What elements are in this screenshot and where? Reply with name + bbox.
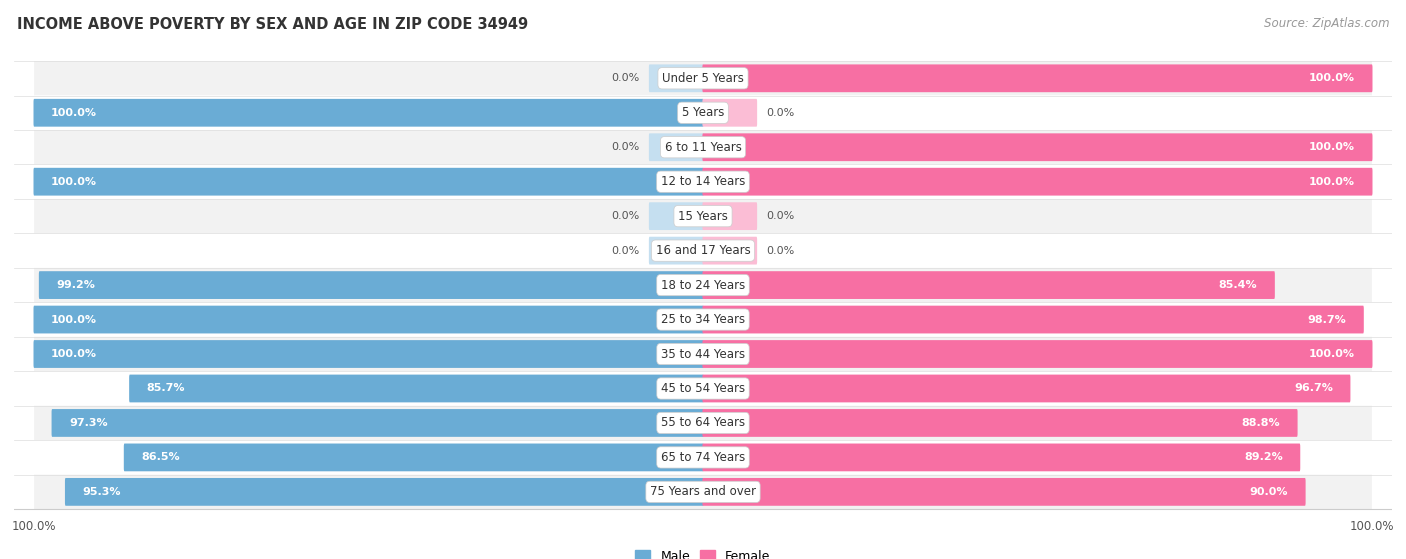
FancyBboxPatch shape [34, 234, 1372, 268]
Text: 16 and 17 Years: 16 and 17 Years [655, 244, 751, 257]
FancyBboxPatch shape [34, 371, 1372, 406]
Text: 25 to 34 Years: 25 to 34 Years [661, 313, 745, 326]
FancyBboxPatch shape [703, 478, 1306, 506]
Text: 100.0%: 100.0% [1309, 349, 1355, 359]
Text: 96.7%: 96.7% [1294, 383, 1333, 394]
Text: 55 to 64 Years: 55 to 64 Years [661, 416, 745, 429]
FancyBboxPatch shape [703, 340, 1372, 368]
FancyBboxPatch shape [703, 409, 1298, 437]
Text: 99.2%: 99.2% [56, 280, 96, 290]
FancyBboxPatch shape [703, 202, 758, 230]
FancyBboxPatch shape [648, 134, 703, 161]
FancyBboxPatch shape [39, 271, 703, 299]
Legend: Male, Female: Male, Female [630, 544, 776, 559]
Text: 12 to 14 Years: 12 to 14 Years [661, 175, 745, 188]
Text: 100.0%: 100.0% [51, 315, 97, 325]
Text: 88.8%: 88.8% [1241, 418, 1281, 428]
FancyBboxPatch shape [34, 268, 1372, 302]
Text: 0.0%: 0.0% [612, 211, 640, 221]
Text: 65 to 74 Years: 65 to 74 Years [661, 451, 745, 464]
FancyBboxPatch shape [34, 406, 1372, 440]
FancyBboxPatch shape [703, 64, 1372, 92]
FancyBboxPatch shape [648, 202, 703, 230]
FancyBboxPatch shape [34, 130, 1372, 164]
FancyBboxPatch shape [34, 164, 1372, 199]
FancyBboxPatch shape [648, 64, 703, 92]
FancyBboxPatch shape [124, 443, 703, 471]
FancyBboxPatch shape [34, 199, 1372, 234]
FancyBboxPatch shape [34, 475, 1372, 509]
Text: 35 to 44 Years: 35 to 44 Years [661, 348, 745, 361]
FancyBboxPatch shape [703, 134, 1372, 161]
Text: 100.0%: 100.0% [1309, 177, 1355, 187]
Text: 18 to 24 Years: 18 to 24 Years [661, 278, 745, 292]
FancyBboxPatch shape [65, 478, 703, 506]
Text: 100.0%: 100.0% [51, 177, 97, 187]
FancyBboxPatch shape [52, 409, 703, 437]
Text: 90.0%: 90.0% [1250, 487, 1288, 497]
FancyBboxPatch shape [34, 302, 1372, 337]
FancyBboxPatch shape [34, 168, 703, 196]
Text: 85.7%: 85.7% [146, 383, 186, 394]
Text: 100.0%: 100.0% [51, 108, 97, 118]
FancyBboxPatch shape [703, 375, 1350, 402]
FancyBboxPatch shape [129, 375, 703, 402]
FancyBboxPatch shape [648, 236, 703, 264]
Text: 98.7%: 98.7% [1308, 315, 1347, 325]
Text: 0.0%: 0.0% [766, 211, 794, 221]
FancyBboxPatch shape [703, 271, 1275, 299]
Text: 6 to 11 Years: 6 to 11 Years [665, 141, 741, 154]
Text: 97.3%: 97.3% [69, 418, 107, 428]
Text: 86.5%: 86.5% [141, 452, 180, 462]
Text: 0.0%: 0.0% [612, 142, 640, 152]
Text: 100.0%: 100.0% [1309, 73, 1355, 83]
FancyBboxPatch shape [34, 61, 1372, 96]
Text: 0.0%: 0.0% [612, 245, 640, 255]
FancyBboxPatch shape [34, 306, 703, 334]
Text: 100.0%: 100.0% [1309, 142, 1355, 152]
FancyBboxPatch shape [34, 337, 1372, 371]
Text: 0.0%: 0.0% [766, 108, 794, 118]
Text: 0.0%: 0.0% [766, 245, 794, 255]
FancyBboxPatch shape [34, 340, 703, 368]
FancyBboxPatch shape [703, 99, 758, 127]
FancyBboxPatch shape [34, 96, 1372, 130]
Text: Source: ZipAtlas.com: Source: ZipAtlas.com [1264, 17, 1389, 30]
Text: INCOME ABOVE POVERTY BY SEX AND AGE IN ZIP CODE 34949: INCOME ABOVE POVERTY BY SEX AND AGE IN Z… [17, 17, 529, 32]
FancyBboxPatch shape [703, 236, 758, 264]
Text: 0.0%: 0.0% [612, 73, 640, 83]
FancyBboxPatch shape [703, 306, 1364, 334]
Text: 15 Years: 15 Years [678, 210, 728, 222]
FancyBboxPatch shape [34, 99, 703, 127]
Text: 45 to 54 Years: 45 to 54 Years [661, 382, 745, 395]
FancyBboxPatch shape [34, 440, 1372, 475]
Text: 95.3%: 95.3% [83, 487, 121, 497]
Text: 89.2%: 89.2% [1244, 452, 1282, 462]
Text: 5 Years: 5 Years [682, 106, 724, 119]
FancyBboxPatch shape [703, 168, 1372, 196]
Text: Under 5 Years: Under 5 Years [662, 72, 744, 85]
Text: 85.4%: 85.4% [1219, 280, 1257, 290]
FancyBboxPatch shape [703, 443, 1301, 471]
Text: 75 Years and over: 75 Years and over [650, 485, 756, 499]
Text: 100.0%: 100.0% [51, 349, 97, 359]
